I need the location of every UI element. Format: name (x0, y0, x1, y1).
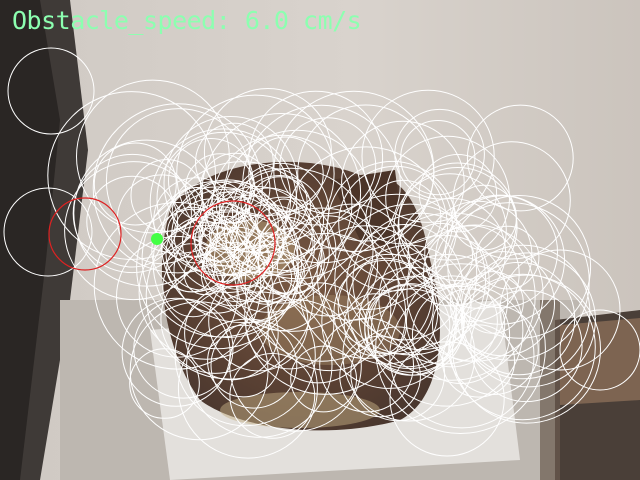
tracking-circle (290, 345, 358, 413)
obstacle-circle (48, 197, 122, 271)
tracking-circle (167, 206, 219, 258)
tracking-circle (339, 335, 421, 418)
tracking-circle (75, 79, 230, 234)
center-marker (151, 233, 163, 245)
tracking-circle (173, 198, 248, 273)
tracking-circle (240, 244, 300, 303)
tracking-circle (434, 194, 565, 325)
tracking-circle (168, 138, 254, 224)
tracking-circle (470, 289, 583, 403)
tracking-circle (284, 146, 449, 310)
tracking-circle (448, 304, 539, 396)
tracking-circle (193, 181, 247, 235)
tracking-circle (93, 201, 262, 370)
tracking-circle (499, 249, 621, 371)
tracking-circle (449, 273, 596, 421)
tracking-circle (364, 283, 457, 376)
tracking-circle (156, 131, 292, 267)
tracking-circle (3, 187, 93, 277)
tracking-circle (466, 104, 574, 212)
tracking-circle (367, 284, 451, 368)
tracking-circle (199, 191, 257, 249)
tracking-circle (239, 251, 293, 305)
tracking-circle (174, 285, 316, 427)
tracking-circle (237, 242, 327, 332)
tracking-circle (223, 187, 313, 277)
tracking-circle (221, 194, 279, 253)
tracking-circle (244, 232, 407, 395)
tracking-circle (342, 288, 476, 422)
tracking-circle (452, 141, 571, 260)
tracking-circle (93, 142, 177, 226)
tracking-circle (208, 215, 247, 254)
tracking-circle (245, 210, 330, 295)
tracking-circle (394, 108, 485, 200)
tracking-circle (86, 175, 179, 268)
tracking-circle (171, 187, 223, 238)
tracking-circle (279, 117, 377, 215)
tracking-circle (133, 298, 234, 399)
tracking-circle (115, 235, 238, 358)
tracking-circle (7, 47, 95, 135)
tracking-circle (346, 224, 463, 341)
tracking-circle (389, 341, 505, 457)
tracking-circle (422, 225, 520, 323)
tracking-circle (200, 241, 266, 307)
tracking-circle (273, 90, 435, 252)
tracking-circle (244, 207, 399, 362)
tracking-circle (203, 248, 241, 286)
obstacle-speed-label: Obstacle_speed: 6.0 cm/s (12, 6, 362, 35)
tracking-circle (64, 161, 204, 301)
tracking-circle (201, 112, 362, 273)
left-shadow (0, 0, 60, 480)
tracking-circle (367, 212, 536, 381)
tracking-circle (145, 211, 314, 380)
tracking-circle (276, 215, 379, 317)
tracking-circle (316, 193, 478, 355)
tracking-circle (129, 348, 200, 419)
tracking-circle (207, 324, 280, 398)
tracking-circle (445, 195, 558, 309)
tracking-circle (72, 153, 192, 274)
tracking-circle (247, 235, 281, 270)
tracking-circle (248, 90, 384, 226)
tracking-circle (163, 116, 298, 251)
tracking-circle (202, 231, 274, 303)
tracking-circle (121, 297, 231, 407)
tracking-circle (184, 285, 279, 381)
tracking-circle (165, 216, 240, 291)
tracking-circle (400, 120, 476, 196)
tracking-circle (361, 89, 495, 223)
tracking-circle (229, 299, 362, 432)
tracking-circle (73, 139, 221, 287)
tracking-circle (370, 253, 524, 407)
tracking-circle (229, 353, 316, 439)
tracking-circle (559, 309, 640, 391)
tracking-circle (319, 317, 415, 413)
tracking-circle (375, 263, 546, 435)
tracking-circle (130, 159, 204, 232)
tracking-circle (350, 326, 446, 422)
obstacle-circle (190, 200, 276, 286)
tracking-circle (452, 274, 601, 424)
tracking-circle (268, 198, 300, 230)
tracking-circle (407, 222, 474, 289)
tracking-circle (475, 225, 540, 290)
tracking-circle (235, 175, 325, 264)
tracking-circle (460, 252, 596, 388)
tracking-circle (337, 257, 434, 354)
tracking-circle (455, 244, 591, 380)
tracking-circle (253, 232, 285, 264)
tracking-circle (116, 174, 207, 265)
tracking-circle (194, 209, 260, 275)
